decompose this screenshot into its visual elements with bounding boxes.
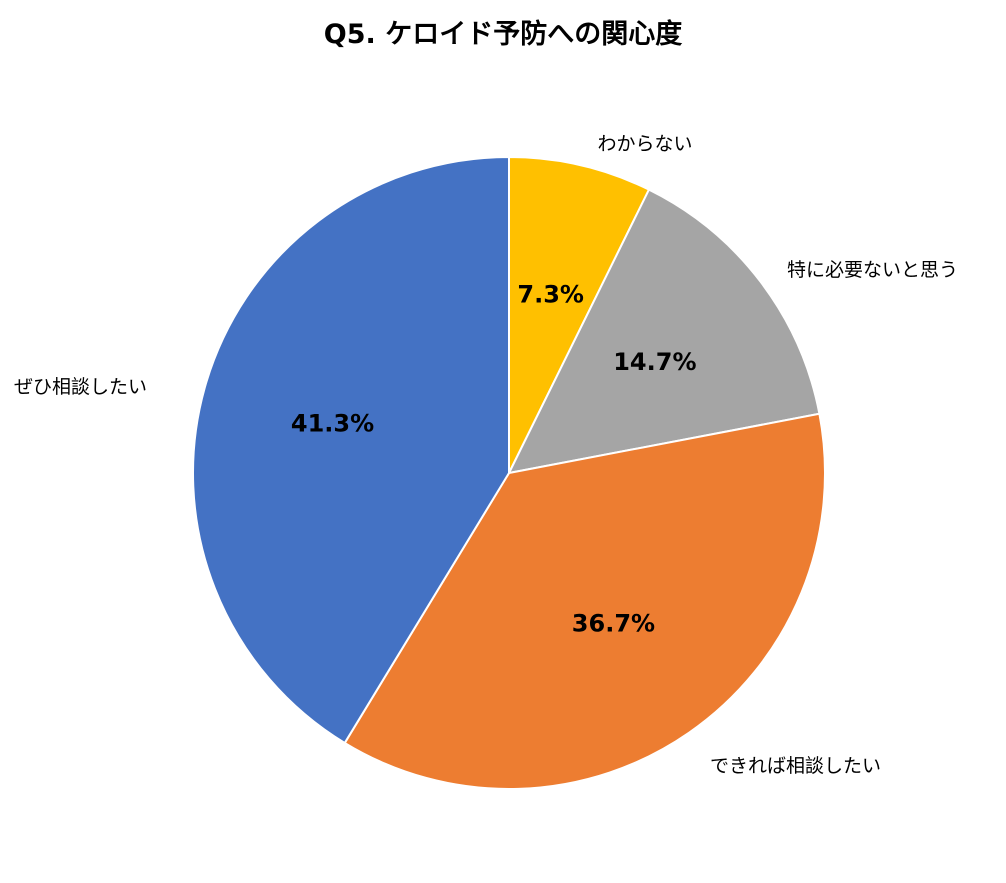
pie-slice	[508, 155, 651, 474]
slice-percent-label: 36.7%	[572, 610, 655, 638]
slice-percent-label: 14.7%	[613, 348, 696, 376]
slice-category-label: ぜひ相談したい	[14, 376, 147, 398]
slice-category-label: わからない	[597, 133, 692, 155]
pie-slice	[507, 188, 821, 475]
slice-percent-label: 7.3%	[517, 281, 584, 309]
slice-category-label: 特に必要ないと思う	[787, 259, 958, 281]
slice-category-label: できれば相談したい	[710, 755, 881, 777]
percent-labels: 7.3% 14.7% 36.7% 41.3%	[291, 281, 697, 638]
pie-slices	[192, 155, 826, 790]
pie-slice	[192, 155, 510, 745]
pie-slice	[343, 412, 826, 790]
slice-percent-label: 41.3%	[291, 410, 374, 438]
chart-title: Q5. ケロイド予防への関心度	[323, 19, 683, 50]
